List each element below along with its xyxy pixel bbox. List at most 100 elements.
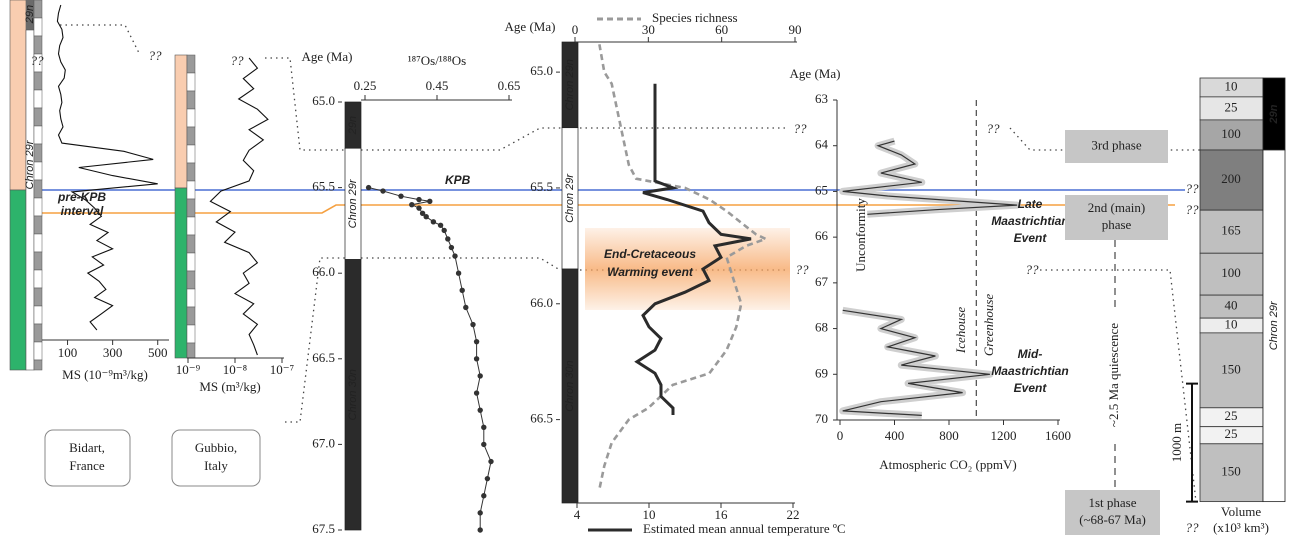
block-label: 100 <box>1221 265 1241 280</box>
os-point <box>481 424 487 430</box>
strip-cell <box>186 288 196 308</box>
os-point <box>455 270 462 276</box>
strip-cell <box>186 198 196 218</box>
os-point <box>427 198 433 204</box>
os-point <box>470 321 476 328</box>
os-point <box>416 196 422 203</box>
x-tick-label: 0.25 <box>354 78 377 93</box>
annotation: Warming event <box>607 265 694 279</box>
block-label: 200 <box>1221 171 1241 186</box>
strip-cell <box>186 180 196 200</box>
y-axis-label: Age (Ma) <box>790 66 841 81</box>
uncertainty-mark: ?? <box>796 262 810 277</box>
x-tick-label: 10⁻⁷ <box>270 362 294 377</box>
y-tick-label: 66.5 <box>312 350 335 365</box>
strip-cell <box>186 342 196 359</box>
os-point <box>481 493 487 499</box>
uncertainty-mark: ?? <box>231 53 245 68</box>
uncertainty-mark: ?? <box>149 48 163 63</box>
annotation: Maastrichtian <box>991 214 1068 228</box>
strip-cell <box>33 323 43 343</box>
y-tick-label: 67 <box>815 274 829 289</box>
os-point <box>419 210 426 216</box>
legend-label: Species richness <box>652 10 738 25</box>
phase-label: 1st phase <box>1088 495 1136 510</box>
annotation: interval <box>61 204 104 218</box>
strip-cell <box>33 215 43 235</box>
strip-cell <box>186 216 196 236</box>
x-tick-label: 10⁻⁸ <box>223 362 248 377</box>
strip-cell <box>33 71 43 91</box>
chron-cell <box>26 0 34 30</box>
uncertainty-mark: ?? <box>1186 202 1200 217</box>
x-tick-label: 10⁻⁹ <box>176 362 201 377</box>
y-tick-label: 64 <box>815 137 829 152</box>
y-axis-label: Age (Ma) <box>302 49 353 64</box>
y-tick-label: 65.0 <box>530 63 553 78</box>
os-point <box>430 219 437 225</box>
os-point <box>409 202 415 208</box>
x-tick-label: 500 <box>148 345 168 360</box>
x-tick-label: 10 <box>643 507 656 522</box>
quiescence-bg <box>1106 310 1124 440</box>
strip-cell <box>33 359 43 371</box>
strip-cell <box>186 270 196 290</box>
chron-block <box>1262 149 1286 503</box>
annotation: Mid- <box>1018 347 1043 361</box>
os-point <box>423 214 429 220</box>
y-tick-label: 63 <box>815 91 828 106</box>
block-label: 25 <box>1225 408 1238 423</box>
volume-block <box>1199 443 1264 503</box>
chron-label: Chron 29r <box>564 173 576 223</box>
annotation: End-Cretaceous <box>604 247 696 261</box>
location-label: France <box>69 458 105 473</box>
block-label: 10 <box>1225 78 1238 93</box>
os-point <box>437 222 444 228</box>
os-point <box>416 205 422 211</box>
y-tick-label: 66.5 <box>530 411 553 426</box>
chron-block <box>344 259 362 531</box>
os-point <box>459 287 465 294</box>
x-tick-label: 16 <box>715 507 729 522</box>
os-point <box>452 253 458 259</box>
strip-cell <box>33 89 43 109</box>
uncertainty-mark: ?? <box>1186 181 1200 196</box>
y-tick-label: 68 <box>815 320 828 335</box>
location-box <box>44 429 131 487</box>
stage-column <box>174 187 188 359</box>
os-point <box>473 338 480 345</box>
strip-cell <box>33 341 43 361</box>
phase-label: 2nd (main) <box>1088 200 1145 215</box>
y-tick-label: 65.5 <box>530 179 553 194</box>
phase-label: (~68-67 Ma) <box>1079 512 1146 527</box>
stage-column <box>174 54 188 189</box>
strip-cell <box>186 54 196 74</box>
strip-cell <box>186 234 196 254</box>
location-label: Italy <box>204 458 228 473</box>
chron-label: Chron 29r <box>1268 300 1280 350</box>
strip-cell <box>33 251 43 271</box>
uncertainty-mark: ?? <box>794 121 808 136</box>
x-tick-label: 0 <box>837 428 844 443</box>
x2-tick-label: 30 <box>642 22 655 37</box>
y-axis-label: Age (Ma) <box>505 19 556 34</box>
x-tick-label: 22 <box>787 507 800 522</box>
os-point <box>473 356 480 362</box>
x-tick-label: 4 <box>574 507 581 522</box>
strip-cell <box>33 35 43 55</box>
strip-cell <box>33 107 43 127</box>
os-point <box>477 527 483 533</box>
os-point <box>481 441 487 448</box>
phase-box <box>1065 490 1160 535</box>
block-label: 150 <box>1221 361 1241 376</box>
threshold-label: Icehouse <box>953 307 968 354</box>
ms-line <box>209 57 269 356</box>
location-label: Bidart, <box>69 440 105 455</box>
co2-line <box>842 140 1018 416</box>
os-point <box>477 373 483 379</box>
x-tick-label: 1200 <box>991 428 1017 443</box>
strip-cell <box>186 324 196 344</box>
x-tick-label: 1600 <box>1045 428 1071 443</box>
stage-column <box>9 189 27 371</box>
annotation: Maastrichtian <box>991 364 1068 378</box>
